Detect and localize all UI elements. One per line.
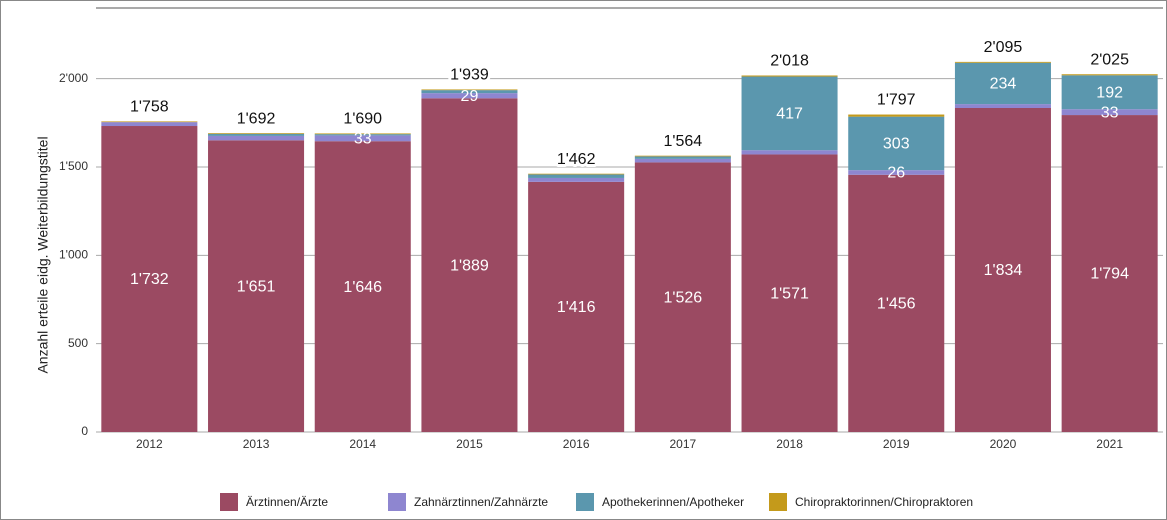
legend-label: Apothekerinnen/Apotheker <box>602 495 744 509</box>
bar-segment <box>101 126 198 432</box>
bar-segment <box>314 141 411 432</box>
segment-label: 192 <box>1096 84 1123 101</box>
bar-segment <box>314 135 411 142</box>
bar-segment <box>954 107 1051 432</box>
x-tick-label: 2015 <box>456 437 483 451</box>
bar-segment <box>954 104 1051 108</box>
bar-segment <box>421 89 518 91</box>
bar-segment <box>954 62 1051 105</box>
bar-segment <box>314 133 411 135</box>
total-label: 1'690 <box>343 111 382 128</box>
y-tick-label: 500 <box>68 336 88 350</box>
bar-segment <box>421 98 518 432</box>
bar-segment <box>634 158 731 163</box>
legend-swatch <box>220 493 238 511</box>
bar-segment <box>101 122 198 127</box>
segment-label: 1'416 <box>557 299 596 316</box>
segment-label: 1'646 <box>343 279 382 296</box>
total-label: 1'939 <box>450 67 489 84</box>
bar-segment <box>848 170 945 175</box>
bar-segment <box>421 93 518 99</box>
bar-segment <box>848 174 945 433</box>
bar-segment <box>741 75 838 77</box>
legend-label: Chiropraktorinnen/Chiropraktoren <box>795 495 973 509</box>
total-label: 1'758 <box>130 99 169 116</box>
bar-segment <box>208 140 305 432</box>
total-label: 1'692 <box>237 110 276 127</box>
bar-segment <box>741 76 838 151</box>
bar-segment <box>528 173 625 175</box>
segment-label: 1'526 <box>664 289 703 306</box>
segment-label: 1'834 <box>984 262 1023 279</box>
total-label: 2'025 <box>1090 51 1129 68</box>
bar-segment <box>848 116 945 171</box>
bar-segment <box>1061 74 1158 76</box>
bar-segment <box>1061 75 1158 110</box>
segment-label: 33 <box>1101 104 1119 121</box>
bar-segment <box>528 174 625 178</box>
segment-label: 303 <box>883 136 910 153</box>
x-tick-label: 2013 <box>243 437 270 451</box>
segment-label: 29 <box>461 88 479 105</box>
total-label: 2'095 <box>984 39 1023 56</box>
y-tick-label: 1'500 <box>59 159 88 173</box>
bar-segment <box>208 135 305 141</box>
total-label: 1'462 <box>557 151 596 168</box>
segment-label: 1'456 <box>877 296 916 313</box>
segment-label: 1'732 <box>130 271 169 288</box>
bar-segment <box>634 162 731 432</box>
y-tick-label: 0 <box>81 424 88 438</box>
bar-segment <box>208 133 305 134</box>
x-tick-label: 2012 <box>136 437 163 451</box>
y-tick-label: 1'000 <box>59 248 88 262</box>
bar-segment <box>848 114 945 117</box>
total-label: 1'797 <box>877 92 916 109</box>
segment-label: 1'889 <box>450 257 489 274</box>
x-tick-label: 2017 <box>669 437 696 451</box>
bar-segment <box>314 134 411 136</box>
legend-swatch <box>576 493 594 511</box>
segment-label: 26 <box>887 165 905 182</box>
bar-segment <box>1061 115 1158 432</box>
bar-segment <box>528 181 625 432</box>
segment-label: 1'651 <box>237 278 276 295</box>
segment-label: 1'794 <box>1090 266 1129 283</box>
segment-label: 1'571 <box>770 285 809 302</box>
total-label: 2'018 <box>770 53 809 70</box>
segment-label: 234 <box>990 76 1017 93</box>
segment-label: 417 <box>776 106 803 123</box>
legend-label: Ärztinnen/Ärzte <box>246 495 328 509</box>
x-tick-label: 2018 <box>776 437 803 451</box>
x-tick-label: 2014 <box>349 437 376 451</box>
y-tick-label: 2'000 <box>59 71 88 85</box>
bar-segment <box>208 133 305 136</box>
bar-segment <box>528 177 625 182</box>
bar-segment <box>421 90 518 94</box>
legend-label: Zahnärztinnen/Zahnärzte <box>414 495 548 509</box>
legend-swatch <box>388 493 406 511</box>
x-tick-label: 2016 <box>563 437 590 451</box>
total-label: 1'564 <box>664 133 703 150</box>
bar-segment <box>634 156 731 159</box>
x-tick-label: 2020 <box>990 437 1017 451</box>
bar-segment <box>741 154 838 432</box>
legend-swatch <box>769 493 787 511</box>
x-tick-label: 2021 <box>1096 437 1123 451</box>
bar-segment <box>101 121 198 123</box>
x-tick-label: 2019 <box>883 437 910 451</box>
y-axis-title: Anzahl erteile eidg. Weiterbildungstitel <box>35 136 51 373</box>
bar-segment <box>1061 109 1158 116</box>
bar-segment <box>741 150 838 155</box>
bar-segment <box>954 61 1051 63</box>
segment-label: 33 <box>354 131 372 148</box>
bar-segment <box>634 155 731 157</box>
